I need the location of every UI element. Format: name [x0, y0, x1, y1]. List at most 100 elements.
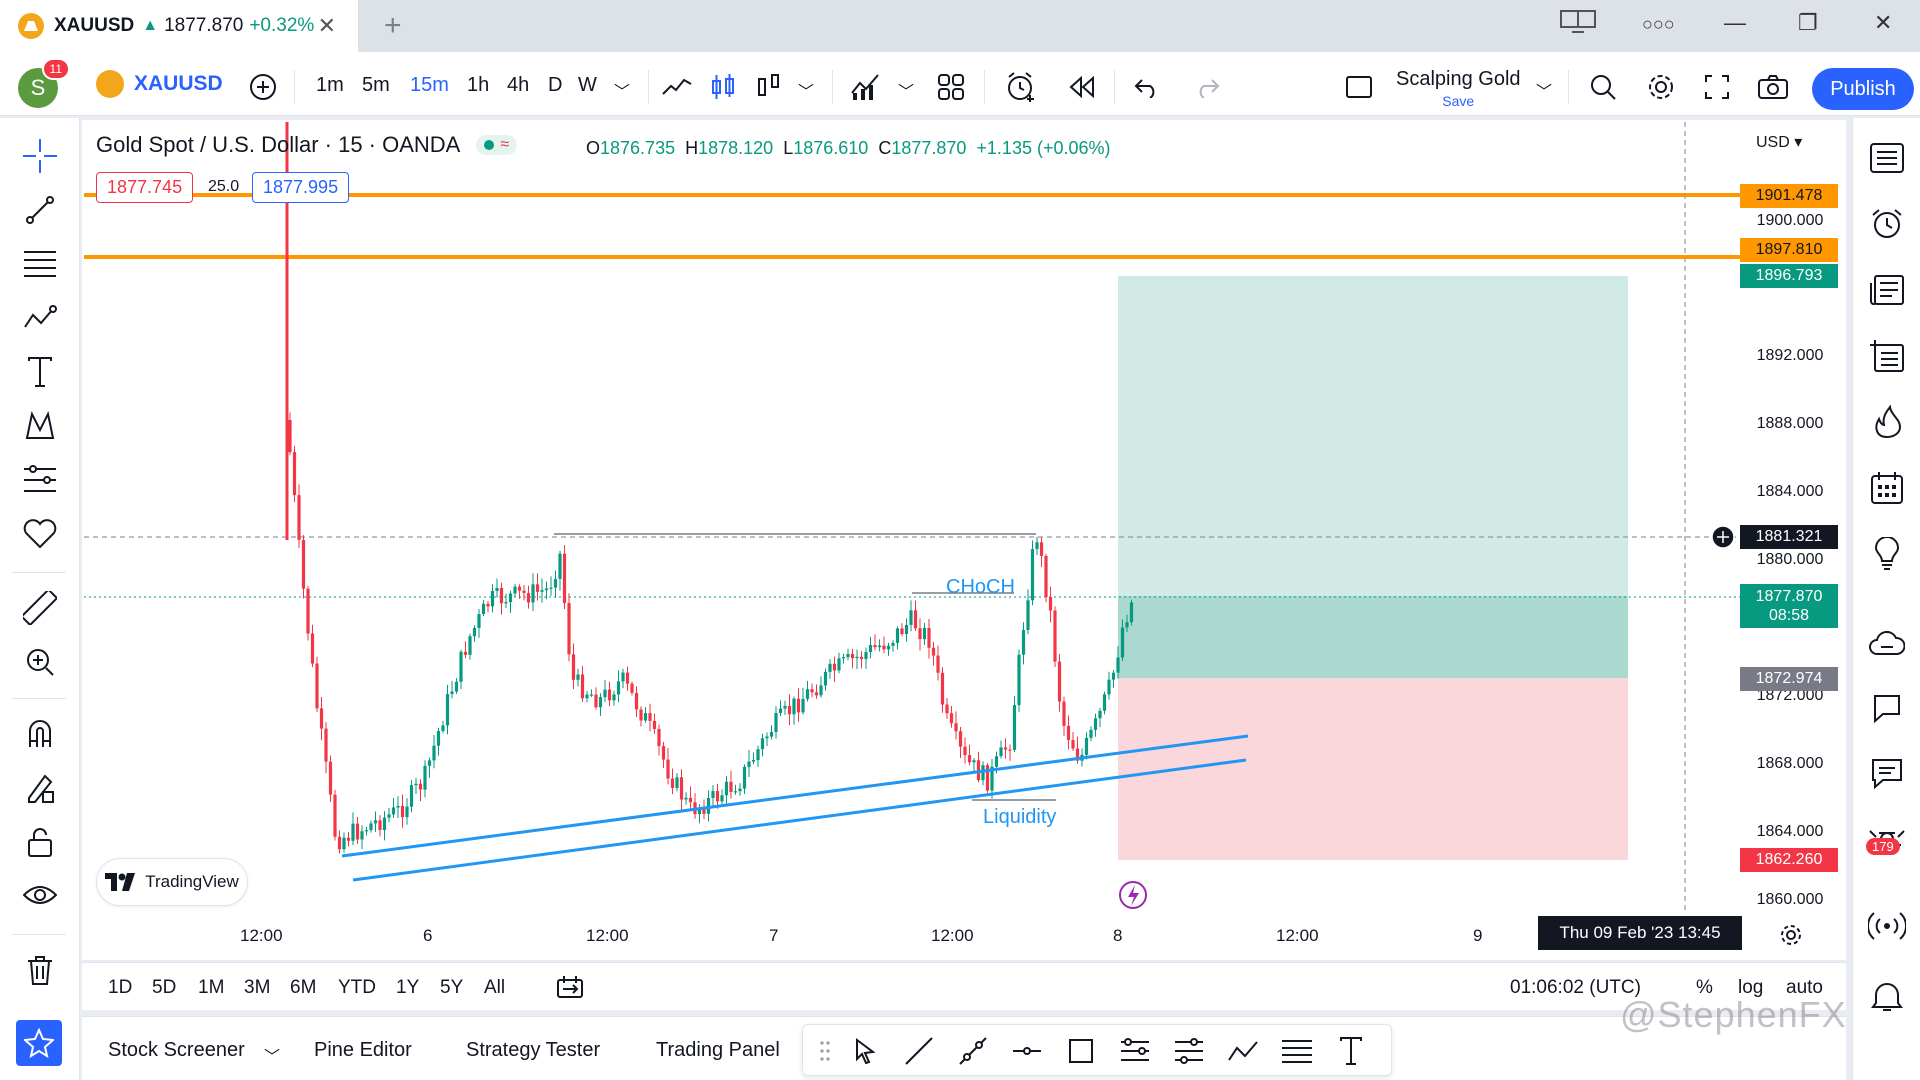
interval-4h[interactable]: 4h: [507, 74, 530, 96]
market-status[interactable]: ≈: [476, 135, 518, 155]
long-position-icon[interactable]: [1119, 1035, 1151, 1067]
undo-icon[interactable]: [1130, 70, 1164, 104]
interval-1h[interactable]: 1h: [467, 74, 490, 96]
redo-icon[interactable]: [1190, 70, 1224, 104]
compare-add-icon[interactable]: [246, 70, 280, 104]
messages-icon[interactable]: [1867, 754, 1907, 794]
trend-line-icon[interactable]: [903, 1035, 935, 1067]
interval-w[interactable]: W: [578, 74, 597, 96]
replay-icon[interactable]: [1064, 70, 1098, 104]
eye-icon[interactable]: [20, 876, 60, 916]
layout-name[interactable]: Scalping Gold Save: [1396, 68, 1521, 112]
chevron-down-icon[interactable]: ﹀: [898, 84, 915, 101]
tab-stock-screener[interactable]: Stock Screener: [108, 1039, 245, 1061]
auto-toggle[interactable]: auto: [1786, 977, 1823, 998]
text-tool-icon[interactable]: [1335, 1035, 1367, 1067]
path-icon[interactable]: [1227, 1035, 1259, 1067]
watchlist-icon[interactable]: [1867, 138, 1907, 178]
crosshair-icon[interactable]: [20, 136, 60, 176]
prediction-icon[interactable]: [20, 460, 60, 500]
series-title[interactable]: Gold Spot / U.S. Dollar · 15 · OANDA: [96, 132, 461, 157]
calendar-icon[interactable]: [1867, 468, 1907, 508]
range-ytd[interactable]: YTD: [338, 977, 376, 998]
signal-broadcast-icon[interactable]: [1867, 906, 1907, 946]
alert-icon[interactable]: [1004, 70, 1038, 104]
lock-drawing-icon[interactable]: [20, 768, 60, 808]
search-icon[interactable]: [1586, 70, 1620, 104]
close-window-icon[interactable]: ✕: [1874, 10, 1893, 35]
interval-d[interactable]: D: [548, 74, 563, 96]
line-chart-icon[interactable]: [660, 70, 694, 104]
heart-icon[interactable]: [20, 514, 60, 554]
avatar[interactable]: S 11: [18, 58, 70, 108]
stop-price-tag[interactable]: 1862.260: [1740, 848, 1838, 872]
gear-icon[interactable]: [1644, 70, 1678, 104]
news-icon[interactable]: [1867, 270, 1907, 310]
alarm-clock-icon[interactable]: [1867, 204, 1907, 244]
fullscreen-icon[interactable]: [1700, 70, 1734, 104]
range-6m[interactable]: 6M: [290, 977, 317, 998]
close-tab-icon[interactable]: ✕: [317, 13, 336, 38]
cursor-icon[interactable]: [849, 1035, 881, 1067]
chevron-down-icon[interactable]: ﹀: [1536, 84, 1553, 101]
target-price-tag[interactable]: 1896.793: [1740, 264, 1838, 288]
templates-icon[interactable]: [934, 70, 968, 104]
unlock-icon[interactable]: [20, 822, 60, 862]
resistance-price-tag[interactable]: 1901.478: [1740, 184, 1838, 208]
range-1y[interactable]: 1Y: [396, 977, 420, 998]
camera-icon[interactable]: [1756, 70, 1790, 104]
chart-tab[interactable]: XAUUSD ▲ 1877.870 +0.32% ✕: [0, 0, 358, 52]
add-list-icon[interactable]: [1867, 336, 1907, 376]
new-tab-icon[interactable]: +: [384, 9, 402, 42]
magnet-icon[interactable]: [20, 714, 60, 754]
favorites-star-button[interactable]: [16, 1020, 62, 1066]
rectangle-icon[interactable]: [1065, 1035, 1097, 1067]
save-label[interactable]: Save: [1442, 93, 1475, 109]
more-icon[interactable]: ○○○: [1642, 14, 1675, 34]
interval-1m[interactable]: 1m: [316, 74, 344, 96]
range-1m[interactable]: 1M: [198, 977, 225, 998]
layout-icon[interactable]: [1560, 10, 1596, 40]
restore-icon[interactable]: ❐: [1798, 10, 1818, 35]
xabcd-pattern-icon[interactable]: [20, 406, 60, 446]
symbol-search[interactable]: XAUUSD: [96, 70, 223, 98]
publish-button[interactable]: Publish: [1812, 68, 1914, 110]
range-3m[interactable]: 3M: [244, 977, 271, 998]
log-toggle[interactable]: log: [1738, 977, 1764, 998]
chevron-down-icon[interactable]: ﹀: [798, 84, 815, 101]
chart-settings-gear-icon[interactable]: [1778, 922, 1804, 953]
streams-cloud-icon[interactable]: [1867, 624, 1907, 664]
indicators-icon[interactable]: [848, 70, 882, 104]
ray-icon[interactable]: [957, 1035, 989, 1067]
currency-select[interactable]: USD ▾: [1756, 134, 1803, 151]
layout-checkbox-icon[interactable]: [1342, 70, 1376, 104]
zoom-in-icon[interactable]: [20, 642, 60, 682]
utc-clock[interactable]: 01:06:02 (UTC): [1510, 977, 1641, 998]
help-bell-icon[interactable]: [1867, 976, 1907, 1016]
tab-pine-editor[interactable]: Pine Editor: [314, 1039, 412, 1061]
text-tool-icon[interactable]: [20, 352, 60, 392]
pattern-icon[interactable]: [20, 298, 60, 338]
choch-label[interactable]: CHoCH: [946, 576, 1015, 598]
range-1d[interactable]: 1D: [108, 977, 133, 998]
tab-strategy-tester[interactable]: Strategy Tester: [466, 1039, 601, 1061]
trend-line-icon[interactable]: [20, 190, 60, 230]
interval-5m[interactable]: 5m: [362, 74, 390, 96]
liquidity-label[interactable]: Liquidity: [983, 806, 1057, 828]
trash-icon[interactable]: [20, 950, 60, 990]
range-5d[interactable]: 5D: [152, 977, 177, 998]
tab-trading-panel[interactable]: Trading Panel: [656, 1039, 780, 1061]
percent-toggle[interactable]: %: [1696, 977, 1713, 998]
ideas-lightbulb-icon[interactable]: [1867, 534, 1907, 574]
fib-retracement-icon[interactable]: [20, 244, 60, 284]
interval-15m[interactable]: 15m: [410, 74, 449, 96]
buy-button[interactable]: 1877.995: [252, 172, 350, 203]
hotlist-fire-icon[interactable]: [1867, 402, 1907, 442]
chats-icon[interactable]: [1867, 688, 1907, 728]
entry-price-tag[interactable]: 1872.974: [1740, 667, 1838, 691]
drag-handle-icon[interactable]: [809, 1035, 841, 1067]
bar-chart-icon[interactable]: [752, 70, 786, 104]
minimize-icon[interactable]: —: [1724, 10, 1746, 35]
chevron-down-icon[interactable]: ﹀: [264, 1049, 281, 1066]
